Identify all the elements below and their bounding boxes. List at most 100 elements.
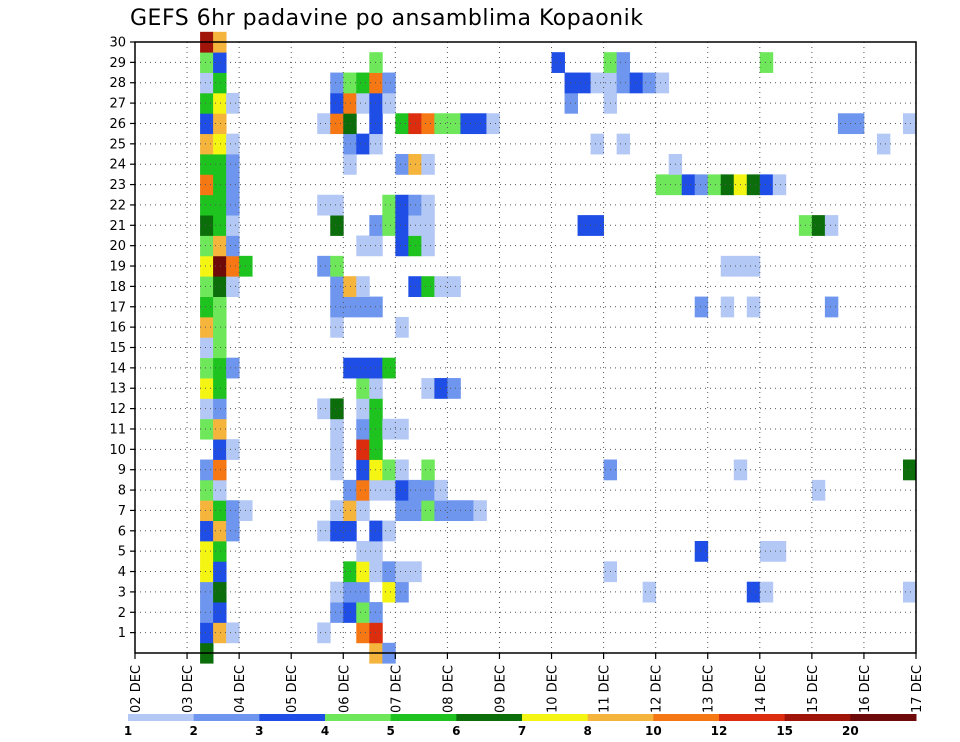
precip-cell bbox=[434, 378, 448, 399]
x-tick-label: 10 DEC bbox=[546, 665, 561, 713]
precip-cell bbox=[746, 255, 761, 277]
x-tick-label: 04 DEC bbox=[233, 665, 248, 713]
y-tick-label: 14 bbox=[109, 361, 126, 376]
precip-cell bbox=[447, 276, 461, 297]
precip-cell bbox=[226, 500, 240, 522]
y-tick-label: 13 bbox=[109, 382, 126, 397]
precip-cell bbox=[421, 194, 435, 216]
precip-cell bbox=[200, 479, 214, 501]
precip-cell bbox=[200, 602, 214, 623]
precip-cell bbox=[356, 459, 370, 481]
precip-cell bbox=[564, 72, 578, 94]
precip-cell bbox=[356, 133, 370, 155]
precip-cell bbox=[369, 418, 383, 440]
precip-cell bbox=[720, 174, 735, 196]
precip-cell bbox=[590, 215, 604, 236]
precip-cell bbox=[200, 92, 214, 114]
precip-cell bbox=[395, 235, 409, 257]
precip-cell bbox=[200, 378, 214, 399]
precip-cell bbox=[759, 52, 774, 73]
y-tick-label: 19 bbox=[109, 260, 126, 275]
precip-cell bbox=[213, 459, 227, 481]
precip-cell bbox=[382, 520, 396, 542]
precip-cell bbox=[317, 113, 331, 135]
grid-layer bbox=[135, 42, 916, 653]
precip-cell bbox=[226, 92, 240, 114]
precip-cell bbox=[213, 235, 227, 257]
y-tick-label: 16 bbox=[109, 321, 126, 336]
precip-cell bbox=[447, 378, 461, 399]
precip-cell bbox=[356, 418, 370, 440]
precip-cell bbox=[213, 500, 227, 522]
precip-cell bbox=[369, 479, 383, 501]
precip-cell bbox=[330, 72, 344, 94]
precip-cell bbox=[317, 520, 331, 542]
precip-cell bbox=[356, 72, 370, 94]
precip-cell bbox=[343, 154, 357, 175]
precip-cell bbox=[343, 561, 357, 583]
precip-cell bbox=[200, 561, 214, 583]
precip-cell bbox=[382, 215, 396, 236]
precip-cell bbox=[369, 296, 383, 318]
precip-cell bbox=[356, 500, 370, 522]
precip-cell bbox=[213, 622, 227, 644]
precip-cell bbox=[330, 459, 344, 481]
precip-cell bbox=[902, 459, 917, 481]
y-tick-label: 4 bbox=[118, 565, 126, 580]
precip-cell bbox=[395, 194, 409, 216]
y-tick-label: 20 bbox=[109, 239, 126, 254]
y-tick-label: 7 bbox=[118, 504, 126, 519]
cells-layer bbox=[200, 31, 917, 664]
precip-cell bbox=[356, 92, 370, 114]
precip-cell bbox=[421, 500, 435, 522]
precip-cell bbox=[226, 133, 240, 155]
x-axis-labels: 02 DEC 03 DEC 04 DEC 05 DEC 06 DEC 07 DEC 08 D… bbox=[129, 665, 925, 713]
colorbar-label: 15 bbox=[776, 724, 793, 738]
precip-cell bbox=[213, 133, 227, 155]
precip-cell bbox=[382, 581, 396, 603]
precip-cell bbox=[642, 72, 657, 94]
y-tick-label: 17 bbox=[109, 300, 126, 315]
precip-cell bbox=[343, 72, 357, 94]
y-tick-label: 9 bbox=[118, 463, 126, 478]
y-tick-label: 28 bbox=[109, 76, 126, 91]
precip-cell bbox=[421, 235, 435, 257]
y-tick-label: 29 bbox=[109, 56, 126, 71]
precip-cell bbox=[343, 92, 357, 114]
precip-cell bbox=[902, 113, 917, 135]
precip-cell bbox=[200, 418, 214, 440]
precip-cell bbox=[590, 133, 604, 155]
precip-cell bbox=[369, 72, 383, 94]
colorbar-label: 5 bbox=[386, 724, 394, 738]
precip-cell bbox=[213, 296, 227, 318]
precip-cell bbox=[421, 215, 435, 236]
chart-title: GEFS 6hr padavine po ansamblima Kopaonik bbox=[130, 6, 644, 31]
precip-cell bbox=[317, 622, 331, 644]
precip-cell bbox=[434, 276, 448, 297]
precip-cell bbox=[343, 276, 357, 297]
precip-cell bbox=[811, 215, 826, 236]
precip-cell bbox=[616, 72, 631, 94]
precip-cell bbox=[330, 439, 344, 460]
precip-cell bbox=[213, 561, 227, 583]
y-tick-label: 5 bbox=[118, 545, 126, 560]
precip-cell bbox=[382, 72, 396, 94]
precip-cell bbox=[369, 52, 383, 73]
precip-cell bbox=[226, 194, 240, 216]
precip-cell bbox=[356, 479, 370, 501]
colorbar-label: 2 bbox=[189, 724, 197, 738]
precip-cell bbox=[369, 92, 383, 114]
precip-cell bbox=[200, 581, 214, 603]
precip-cell bbox=[369, 133, 383, 155]
precip-cell bbox=[200, 215, 214, 236]
precip-cell bbox=[200, 316, 214, 338]
precip-cell bbox=[226, 154, 240, 175]
precip-cell bbox=[356, 439, 370, 460]
precip-cell bbox=[213, 194, 227, 216]
x-tick-label: 07 DEC bbox=[389, 665, 404, 713]
precip-cell bbox=[200, 500, 214, 522]
precip-cell bbox=[200, 296, 214, 318]
precip-cell bbox=[213, 92, 227, 114]
y-tick-label: 10 bbox=[109, 443, 126, 458]
